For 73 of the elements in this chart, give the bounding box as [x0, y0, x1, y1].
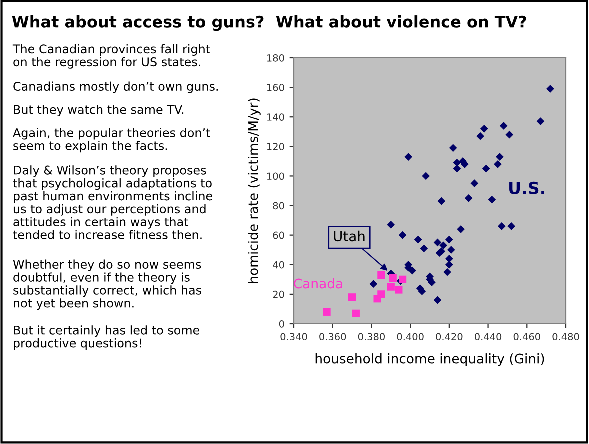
point	[434, 238, 442, 247]
x-axis-title: household income inequality (Gini)	[316, 354, 544, 366]
point	[494, 160, 502, 168]
point	[446, 236, 454, 244]
point	[378, 290, 386, 298]
series-label: Canada	[294, 278, 342, 289]
point	[546, 85, 554, 93]
x-tick-label: 0.420	[436, 333, 463, 341]
text: Whether they do so now seems doubtful, even if the theory is substantially correct, which has not yet been shown.	[13, 260, 202, 310]
x-tick-label: 0.440	[475, 333, 502, 341]
point	[508, 222, 516, 230]
point	[398, 231, 407, 240]
x-tick-label: 0.340	[280, 333, 308, 341]
point	[444, 268, 452, 276]
point	[352, 310, 360, 318]
point	[464, 194, 473, 202]
point	[387, 221, 396, 229]
point	[476, 132, 484, 140]
point	[438, 197, 446, 206]
y-tick-label: 100	[267, 172, 284, 180]
text: But they watch the same TV.	[14, 105, 184, 117]
y-tick-label: 180	[267, 54, 284, 62]
point	[348, 294, 356, 302]
point	[440, 242, 448, 250]
y-tick-label: 60	[273, 232, 284, 240]
y-tick-label: 0	[279, 320, 284, 328]
text: The Canadian provinces fall right on the regression for US states.	[12, 44, 210, 69]
point	[506, 130, 514, 139]
point	[536, 118, 545, 126]
point	[387, 283, 395, 291]
point	[422, 172, 430, 180]
y-tick-label: 20	[273, 290, 284, 298]
y-tick-label: 80	[273, 202, 284, 210]
text: Again, the popular theories don’t seem to explain the facts.	[13, 128, 210, 153]
annotation: Utah	[334, 230, 365, 242]
series-label: U.S.	[510, 182, 545, 195]
text: Canadians mostly don’t own guns.	[14, 82, 218, 94]
point	[488, 196, 496, 204]
y-tick-label: 40	[273, 261, 284, 269]
point	[480, 125, 488, 133]
chart-title: What about access to guns? What about violence on TV?	[12, 16, 526, 32]
point	[457, 225, 466, 234]
point	[378, 271, 386, 280]
y-tick-label: 140	[267, 114, 284, 121]
point	[453, 164, 462, 173]
point	[389, 274, 397, 282]
point	[404, 153, 413, 161]
y-axis-title: homicide rate (victims/M/yr)	[248, 98, 261, 284]
text: Daly & Wilson’s theory proposes that psychological adaptations to past human environments incline us to adjust our perceptions and attitudes in certain ways that tended to increase fitness then.	[13, 166, 212, 240]
point	[370, 280, 378, 288]
x-tick-label: 0.400	[397, 333, 424, 341]
point	[414, 236, 422, 244]
y-tick-label: 120	[267, 143, 284, 150]
point	[420, 244, 428, 253]
point	[395, 286, 403, 294]
point	[447, 246, 456, 254]
point	[496, 153, 504, 161]
text: But it certainly has led to some productive questions!	[14, 326, 200, 350]
point	[434, 296, 442, 304]
point	[500, 122, 508, 130]
point	[446, 255, 454, 263]
point	[408, 266, 416, 275]
point	[470, 180, 479, 188]
point	[323, 308, 331, 316]
y-tick-label: 160	[267, 84, 284, 92]
point	[498, 222, 506, 230]
x-tick-label: 0.380	[358, 333, 385, 341]
point	[449, 144, 458, 152]
x-tick-label: 0.460	[514, 333, 540, 341]
point	[453, 158, 462, 167]
x-tick-label: 0.360	[320, 333, 346, 341]
point	[482, 164, 490, 173]
x-tick-label: 0.480	[552, 333, 580, 341]
